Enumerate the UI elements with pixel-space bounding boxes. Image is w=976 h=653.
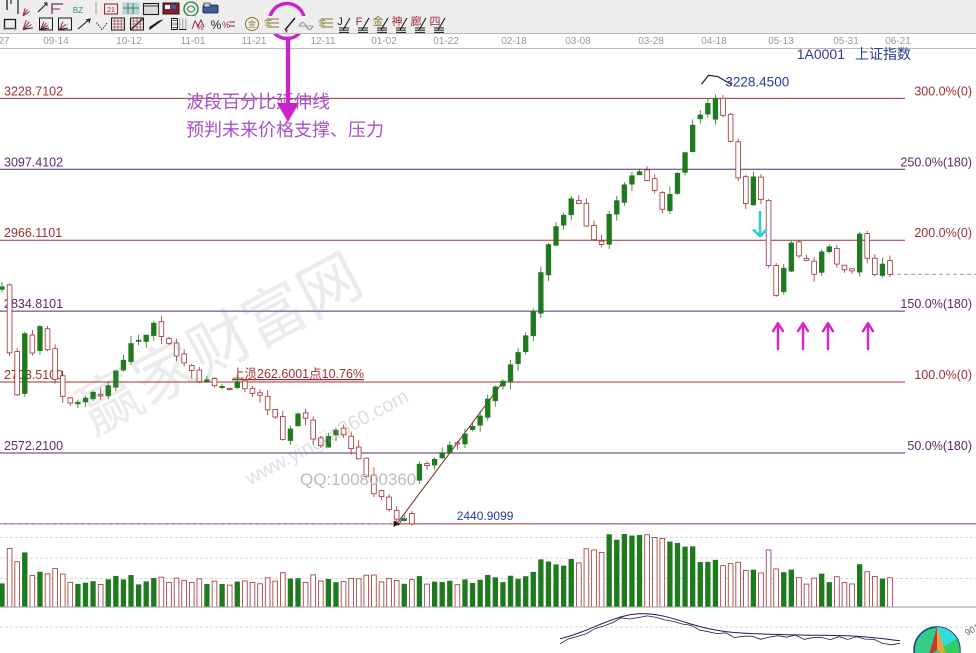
svg-text:12-11: 12-11 [311,36,336,47]
svg-text:上证指数: 上证指数 [855,46,911,62]
svg-text:金: 金 [318,17,326,27]
svg-text:F: F [356,16,363,28]
svg-text:05-13: 05-13 [768,36,794,47]
svg-text:04-18: 04-18 [701,36,727,47]
svg-text:预判未来价格支撑、压力: 预判未来价格支撑、压力 [186,120,384,140]
svg-text:QQ:100800360: QQ:100800360 [300,470,416,489]
svg-text:03-28: 03-28 [638,36,664,47]
svg-text:2440.9099: 2440.9099 [457,509,514,523]
svg-text:廊: 廊 [411,16,422,28]
svg-text:200.0%(0): 200.0%(0) [914,226,972,240]
svg-text:BZ: BZ [73,6,83,15]
svg-text:金: 金 [264,17,272,27]
svg-text:27: 27 [0,36,10,47]
svg-text:11-21: 11-21 [242,36,267,47]
svg-text:3097.4102: 3097.4102 [4,155,63,169]
svg-text:神: 神 [392,16,403,28]
svg-text:03-08: 03-08 [565,36,591,47]
svg-text:赢家财富网: 赢家财富网 [67,242,373,448]
svg-text:9012345: 9012345 [963,612,976,637]
svg-text:50.0%(180): 50.0%(180) [907,439,972,453]
svg-text:%: % [211,18,222,32]
svg-text:1A0001: 1A0001 [797,46,845,62]
svg-text:J: J [337,16,343,28]
svg-text:02-18: 02-18 [501,36,527,47]
svg-text:2966.1101: 2966.1101 [4,226,62,240]
svg-text:2834.8101: 2834.8101 [4,297,63,311]
svg-text:金: 金 [248,19,256,29]
svg-text:金: 金 [373,16,384,28]
svg-text:%: % [196,23,203,32]
svg-text:300.0%(0): 300.0%(0) [914,84,972,98]
svg-text:21: 21 [107,7,115,14]
svg-text:%: % [222,20,230,30]
svg-text:2572.2100: 2572.2100 [4,439,63,453]
svg-text:11-01: 11-01 [181,36,206,47]
svg-text:01-02: 01-02 [371,36,397,47]
svg-text:3228.4500: 3228.4500 [725,74,789,89]
svg-text:250.0%(180): 250.0%(180) [900,155,972,169]
svg-text:3228.7102: 3228.7102 [4,84,63,98]
svg-text:09-14: 09-14 [43,36,69,47]
svg-text:10-12: 10-12 [116,36,142,47]
svg-text:波段百分比延伸线: 波段百分比延伸线 [186,92,330,112]
svg-text:01-22: 01-22 [433,36,459,47]
svg-text:150.0%(180): 150.0%(180) [900,297,972,311]
svg-text:上涢262.6001点10.76%: 上涢262.6001点10.76% [232,367,364,381]
svg-text:100.0%(0): 100.0%(0) [914,368,972,382]
svg-text:四: 四 [430,16,441,28]
